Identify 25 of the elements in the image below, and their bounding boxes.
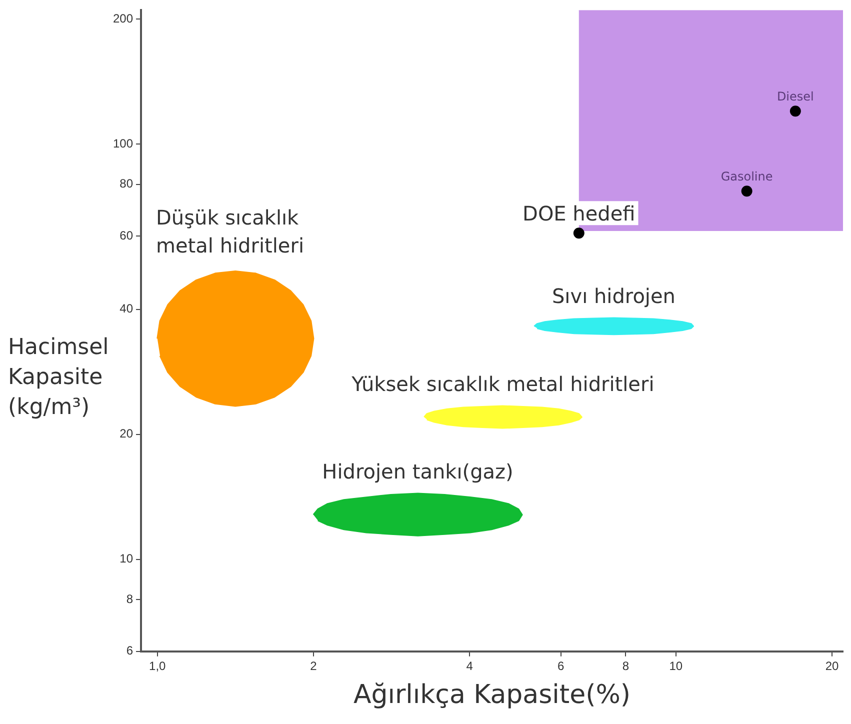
series-label: Gasoline [720,169,773,184]
y-tick-label: 10 [120,552,134,566]
series-label: Düşük sıcaklık metal hidritleri [156,205,304,258]
x-tick-label: 1,0 [149,658,166,673]
y-tick-label: 100 [112,136,134,150]
series-label: Yüksek sıcaklık metal hidritleri [350,372,654,396]
x-tick-label: 6 [558,658,565,673]
y-axis-title: Hacimsel Kapasite (kg/m³) [8,334,110,422]
series-label: Hidrojen tankı(gaz) [322,460,514,484]
x-tick-label: 8 [622,658,630,673]
y-tick-label: 40 [120,302,134,316]
series-label: DOE hedefi [522,201,636,226]
x-tick-label: 20 [825,658,840,673]
series-label: Diesel [776,89,814,104]
x-axis-title: Ağırlıkça Kapasite(%) [353,680,631,710]
y-tick-label: 8 [126,592,134,606]
y-tick-label: 60 [120,228,134,242]
x-tick-label: 10 [669,658,683,673]
x-tick-label: 2 [310,658,318,673]
y-tick-label: 6 [126,644,134,658]
y-tick-label: 80 [120,176,134,191]
x-tick-label: 4 [466,658,474,673]
y-tick-label: 200 [112,11,134,26]
series-label: Sıvı hidrojen [552,284,676,308]
y-tick-label: 20 [120,426,134,441]
